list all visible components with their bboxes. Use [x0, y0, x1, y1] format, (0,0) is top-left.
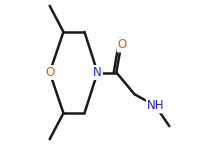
Text: O: O	[45, 66, 54, 79]
Text: N: N	[93, 66, 102, 79]
Text: NH: NH	[147, 99, 164, 112]
Text: O: O	[118, 38, 127, 51]
